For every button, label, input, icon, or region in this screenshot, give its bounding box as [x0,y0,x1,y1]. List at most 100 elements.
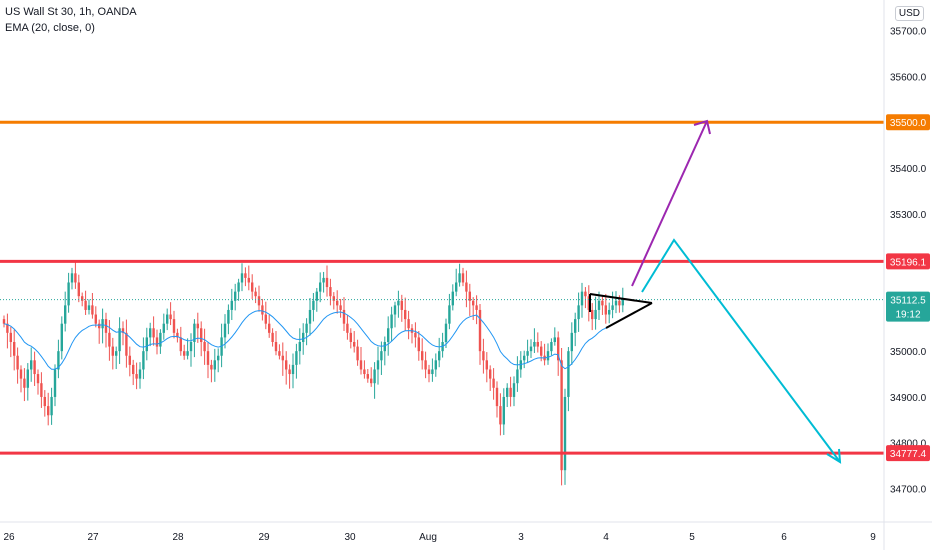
candle-body [291,364,295,375]
candle-body [47,406,50,416]
candle-body [478,309,482,352]
candle-body [332,296,335,301]
candle-body [57,351,60,370]
y-tick-label: 34700.0 [890,485,927,496]
candle-body [444,323,448,342]
candle-body [223,323,227,338]
candle-body [339,305,342,310]
candle-body [186,351,189,356]
candle-body [264,314,267,324]
candle-body [404,309,407,320]
candle-body [2,319,6,324]
candle-body [6,323,9,333]
candle-body [370,378,373,384]
candle-body [118,328,121,352]
candle-body [618,300,621,306]
candle-body [271,332,274,342]
triangle-upper-line[interactable] [589,293,653,304]
candle-body [257,296,261,306]
currency-label[interactable]: USD [894,6,924,21]
chart-title: US Wall St 30, 1h, OANDA [5,6,137,18]
candle-body [26,369,29,388]
candle-body [247,277,250,283]
candle-body [570,332,573,352]
candle-body [70,273,74,283]
candle-body [33,360,36,375]
price-labels: 35500.0 35196.1 35112.5 19:12 34777.4 [886,114,930,462]
candle-body [251,282,254,292]
candle-body [285,360,288,370]
y-tick-label: 34900.0 [890,393,927,404]
candle-body [278,351,281,356]
candle-body [312,300,315,310]
candle-body [342,309,346,324]
candle-body [162,323,165,333]
horizontal-levels[interactable] [0,120,884,455]
candle-body [322,277,325,283]
candle-body [455,282,458,292]
candle-body [451,291,454,306]
candle-body [363,369,366,375]
candle-body [489,369,492,379]
candle-body [594,309,597,320]
candle-body [206,351,210,365]
y-tick-label: 35000.0 [890,347,927,358]
bullish-arrow[interactable] [631,120,708,287]
candle-body [36,374,40,384]
candle-body [325,277,329,288]
drawings[interactable] [589,119,842,464]
y-tick-label: 35700.0 [890,27,927,38]
candle-body [295,351,298,365]
candle-body [431,369,434,375]
candle-body [434,360,437,370]
candle-body [77,282,80,297]
candle-body [81,296,84,301]
candle-body [512,383,516,397]
candle-body [353,342,356,347]
candle-body [506,387,509,397]
candle-body [40,383,43,397]
candle-body [465,282,468,292]
candle-body [526,351,529,356]
candle-body [587,296,590,310]
candle-body [213,360,216,370]
time-axis[interactable]: 26 27 28 29 30 Aug 3 4 5 6 9 [3,532,876,543]
triangle-lower-line[interactable] [605,302,653,329]
candle-body [461,273,465,283]
candle-body [67,282,70,306]
price-label-support-bg [886,445,930,462]
candle-body [390,314,393,329]
candle-body [397,300,400,306]
candle-body [349,332,352,342]
candles [2,261,624,486]
candle-body [84,300,87,310]
candle-body [166,314,169,324]
candle-body [200,328,203,342]
candle-body [509,387,512,397]
candle-body [611,305,614,310]
candle-body [16,355,19,370]
candle-body [193,323,196,342]
candle-body [132,364,135,375]
candle-body [604,305,607,315]
candle-body [111,346,114,356]
candle-body [121,328,125,333]
candle-body [393,305,397,315]
candle-body [563,396,567,471]
candle-body [152,328,155,338]
indicator-legend[interactable]: EMA (20, close, 0) [5,22,95,34]
candle-body [336,300,339,306]
candle-body [597,300,601,310]
candle-body [584,291,587,297]
x-tick-label: 29 [258,532,270,543]
candle-body [230,300,233,310]
candle-body [101,319,104,329]
candle-body [458,273,461,283]
candle-body [621,299,624,306]
candle-body [244,273,247,278]
candle-body [580,291,584,306]
candle-body [254,291,257,297]
candle-body [281,355,284,361]
bearish-path[interactable] [641,238,841,463]
